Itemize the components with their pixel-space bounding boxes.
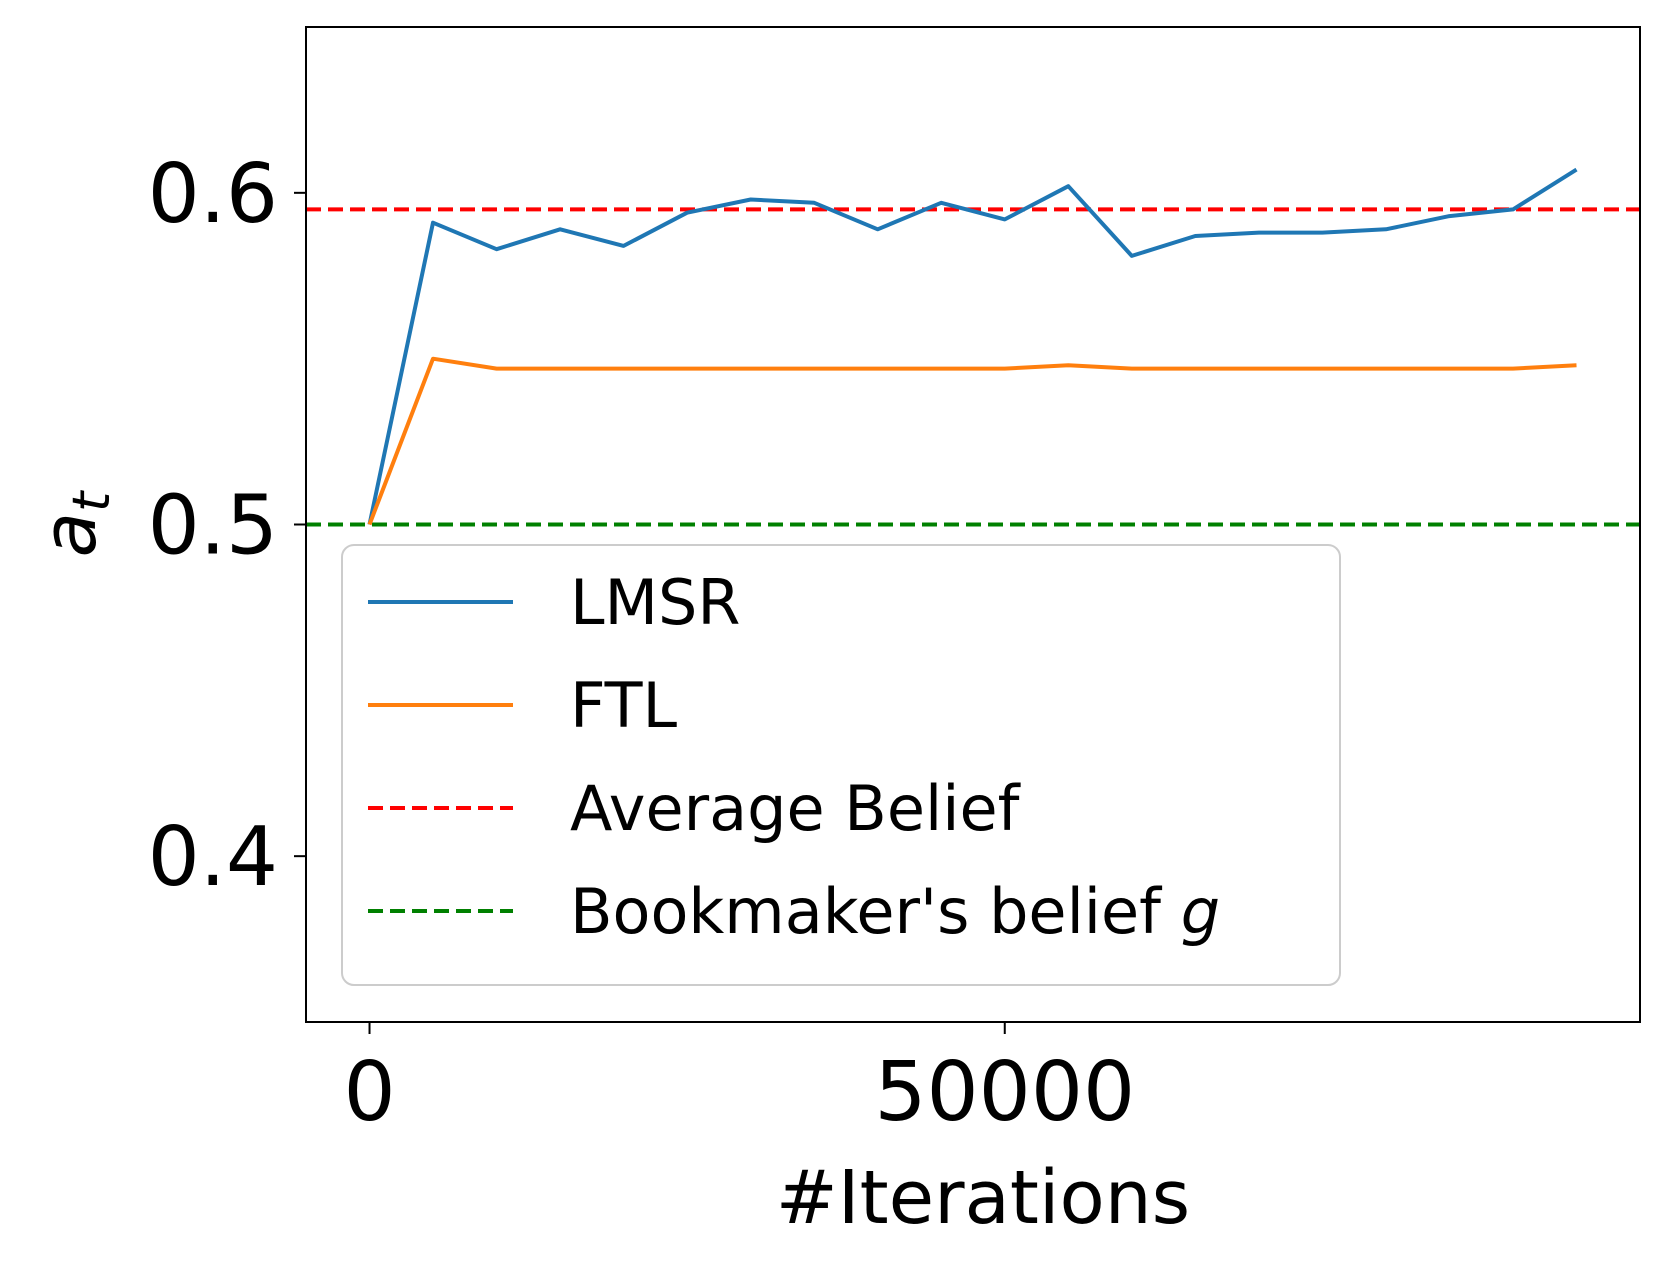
x-tick-label-0: 0 xyxy=(343,1045,395,1140)
series-line-ftl xyxy=(367,356,1577,526)
x-tick-label-1: 50000 xyxy=(874,1045,1135,1140)
y-axis-label-main: a xyxy=(27,512,113,557)
axis-ticks: 0 50000 0.4 0.5 0.6 xyxy=(148,147,1136,1140)
plot-marks xyxy=(306,167,1640,527)
series-line-lmsr xyxy=(367,167,1578,525)
legend-label-italic: g xyxy=(1181,875,1220,948)
y-axis-label: at xyxy=(27,490,122,557)
legend-frame xyxy=(341,544,1341,986)
legend-label-2: Average Belief xyxy=(570,772,1022,845)
y-axis-label-subscript: t xyxy=(62,490,122,512)
y-tick-label-0: 0.4 xyxy=(148,810,278,905)
legend-label-0: LMSR xyxy=(570,566,740,639)
legend-label-3: Bookmaker's belief g xyxy=(570,875,1220,948)
y-tick-label-2: 0.6 xyxy=(148,147,278,242)
legend-label-1: FTL xyxy=(570,669,677,742)
legend: LMSR FTL Average Belief Bookmaker's belief … xyxy=(341,544,1341,986)
y-tick-label-1: 0.5 xyxy=(148,479,278,574)
x-axis-label: #Iterations xyxy=(776,1155,1190,1241)
